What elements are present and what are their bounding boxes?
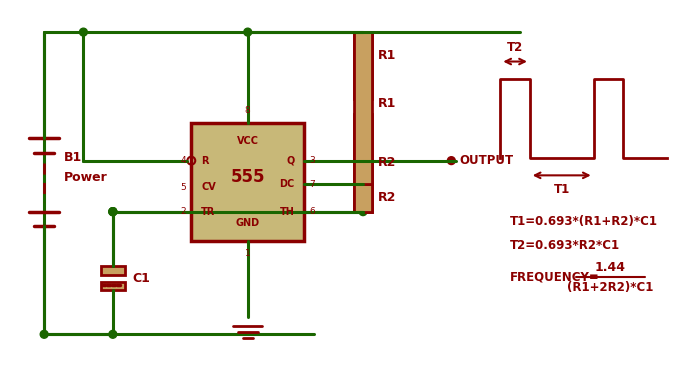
Text: R: R <box>201 156 209 166</box>
Text: B1: B1 <box>64 151 82 164</box>
Text: 7: 7 <box>309 180 315 189</box>
FancyBboxPatch shape <box>191 123 304 241</box>
FancyBboxPatch shape <box>354 32 372 184</box>
Text: Q: Q <box>286 156 295 166</box>
Text: C1: C1 <box>132 272 150 285</box>
Text: TR: TR <box>201 207 216 217</box>
Text: FREQUENCY=: FREQUENCY= <box>510 271 600 284</box>
Text: T1: T1 <box>554 183 570 196</box>
Text: VCC: VCC <box>237 136 258 146</box>
Text: OUTPUT: OUTPUT <box>459 154 514 167</box>
Text: GND: GND <box>236 218 260 228</box>
Text: 1: 1 <box>245 249 251 258</box>
FancyBboxPatch shape <box>100 282 125 290</box>
Circle shape <box>359 208 367 216</box>
Text: DC: DC <box>279 179 295 189</box>
Text: R2: R2 <box>378 156 396 169</box>
Text: TH: TH <box>279 207 295 217</box>
Circle shape <box>109 208 116 216</box>
Text: 5: 5 <box>181 183 186 192</box>
FancyBboxPatch shape <box>354 184 372 212</box>
Text: R1: R1 <box>378 49 396 62</box>
Circle shape <box>109 208 116 216</box>
Text: 6: 6 <box>309 207 315 216</box>
Text: (R1+2R2)*C1: (R1+2R2)*C1 <box>567 281 653 294</box>
FancyBboxPatch shape <box>354 113 372 212</box>
Text: T1=0.693*(R1+R2)*C1: T1=0.693*(R1+R2)*C1 <box>510 215 658 228</box>
Text: 4: 4 <box>181 156 186 165</box>
Circle shape <box>109 208 116 216</box>
Text: 3: 3 <box>309 156 315 165</box>
Circle shape <box>359 180 367 188</box>
FancyBboxPatch shape <box>100 265 125 276</box>
Text: 2: 2 <box>181 207 186 216</box>
FancyBboxPatch shape <box>354 32 372 99</box>
Text: 555: 555 <box>231 168 265 186</box>
Text: T2=0.693*R2*C1: T2=0.693*R2*C1 <box>510 240 620 252</box>
Circle shape <box>40 330 48 338</box>
Text: 1.44: 1.44 <box>595 261 626 274</box>
Circle shape <box>80 28 87 36</box>
Circle shape <box>109 330 116 338</box>
Circle shape <box>359 157 367 164</box>
Text: CV: CV <box>201 182 216 192</box>
Text: Power: Power <box>64 171 107 184</box>
Text: T2: T2 <box>507 41 523 54</box>
Text: 8: 8 <box>245 106 251 115</box>
Text: R1: R1 <box>378 97 396 110</box>
Circle shape <box>244 28 252 36</box>
Text: R2: R2 <box>378 192 396 204</box>
Circle shape <box>448 157 455 164</box>
